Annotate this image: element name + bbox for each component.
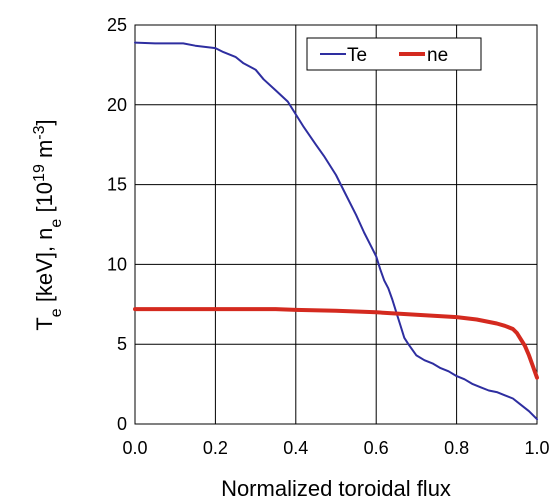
grid-lines <box>135 25 537 424</box>
x-tick-labels: 0.0 0.2 0.4 0.6 0.8 1.0 <box>122 438 549 458</box>
series-group <box>133 41 539 421</box>
legend-label-te: Te <box>347 45 367 66</box>
x-tick-label: 0.4 <box>283 438 308 458</box>
x-tick-label: 1.0 <box>524 438 549 458</box>
y-tick-label: 5 <box>117 334 127 354</box>
y-tick-label: 10 <box>107 254 127 274</box>
x-axis-label: Normalized toroidal flux <box>221 476 451 501</box>
x-tick-label: 0.2 <box>203 438 228 458</box>
legend-label-ne: ne <box>427 45 448 66</box>
legend: Te ne <box>306 37 482 71</box>
y-tick-labels: 0 5 10 15 20 25 <box>107 15 127 434</box>
x-tick-label: 0.6 <box>364 438 389 458</box>
y-axis-label: Te [keV], ne [1019 m-3] <box>31 119 65 330</box>
series-line-te <box>134 41 538 421</box>
x-tick-label: 0.0 <box>122 438 147 458</box>
y-tick-label: 0 <box>117 414 127 434</box>
series-line-ne <box>133 307 539 380</box>
plot-frame <box>134 24 538 425</box>
y-tick-label: 25 <box>107 15 127 35</box>
y-tick-label: 20 <box>107 95 127 115</box>
y-tick-label: 15 <box>107 175 127 195</box>
plot-area <box>135 25 537 424</box>
x-tick-label: 0.8 <box>444 438 469 458</box>
